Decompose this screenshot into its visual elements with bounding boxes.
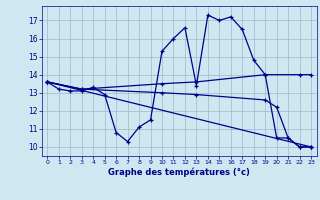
X-axis label: Graphe des températures (°c): Graphe des températures (°c) (108, 168, 250, 177)
